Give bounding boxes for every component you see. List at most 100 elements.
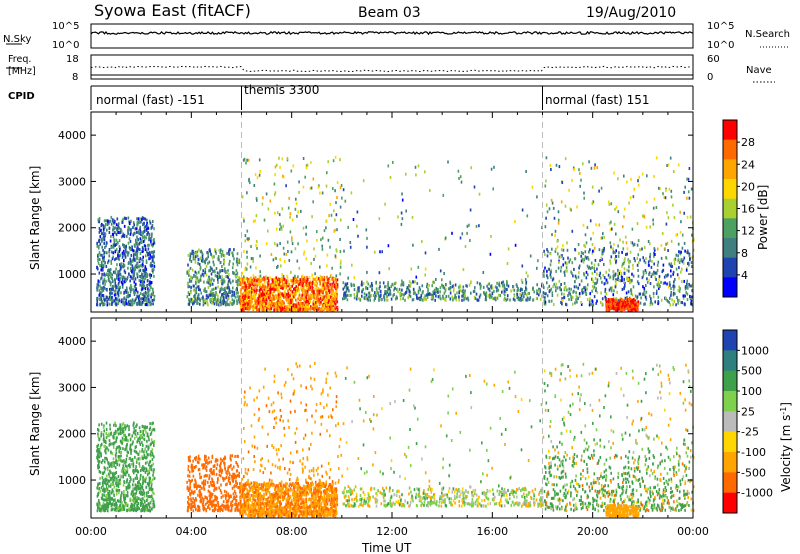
scatter-cell-4088 bbox=[578, 292, 581, 295]
scatter-cell-3644 bbox=[623, 260, 626, 264]
scatter-cell-2331 bbox=[244, 297, 246, 300]
scatter-cell-887 bbox=[105, 279, 107, 283]
scatter-cell-2849 bbox=[246, 255, 248, 259]
scatter-cell-2365 bbox=[250, 290, 253, 294]
scatter-cell-841 bbox=[142, 269, 145, 272]
scatter-cell-3040 bbox=[474, 296, 477, 300]
scatter-cell-184 bbox=[142, 437, 145, 441]
scatter-cell-2567 bbox=[332, 302, 334, 306]
scatter-cell-675 bbox=[131, 277, 134, 280]
scatter-cell-701 bbox=[127, 241, 130, 245]
scatter-cell-247 bbox=[139, 430, 142, 433]
scatter-cell-3999 bbox=[658, 283, 660, 287]
scatter-cell-2821 bbox=[334, 254, 337, 258]
scatter-cell-641 bbox=[132, 225, 135, 229]
scatter-cell-991 bbox=[224, 275, 227, 279]
scatter-cell-3086 bbox=[394, 297, 397, 301]
scatter-cell-4368 bbox=[673, 216, 676, 220]
scatter-cell-327 bbox=[141, 482, 144, 486]
scatter-cell-261 bbox=[124, 461, 126, 465]
power-panel-frame bbox=[90, 111, 694, 313]
scatter-cell-1692 bbox=[323, 295, 325, 299]
scatter-cell-844 bbox=[142, 231, 145, 235]
scatter-cell-3780 bbox=[580, 251, 583, 254]
scatter-cell-4375 bbox=[679, 210, 681, 214]
scatter-cell-447 bbox=[123, 216, 126, 220]
scatter-cell-1295 bbox=[207, 303, 209, 307]
scatter-cell-4331 bbox=[637, 300, 640, 304]
scatter-cell-621 bbox=[146, 300, 148, 304]
scatter-cell-3300 bbox=[374, 291, 376, 295]
scatter-cell-1158 bbox=[200, 259, 203, 263]
scatter-cell-1004 bbox=[215, 267, 218, 270]
scatter-cell-139 bbox=[97, 261, 100, 265]
scatter-cell-636 bbox=[152, 290, 155, 294]
scatter-cell-605 bbox=[143, 292, 145, 296]
scatter-cell-2818 bbox=[258, 173, 261, 177]
scatter-cell-4015 bbox=[691, 303, 694, 307]
scatter-cell-151 bbox=[104, 456, 106, 460]
scatter-cell-2835 bbox=[286, 274, 288, 278]
scatter-cell-77 bbox=[141, 258, 143, 262]
scatter-cell-2265 bbox=[303, 306, 306, 310]
scatter-cell-167 bbox=[144, 428, 146, 432]
scatter-cell-386 bbox=[97, 256, 99, 260]
scatter-cell-2702 bbox=[274, 211, 276, 215]
scatter-cell-2275 bbox=[313, 300, 315, 304]
scatter-cell-3161 bbox=[458, 298, 460, 302]
scatter-cell-1173 bbox=[225, 291, 227, 294]
scatter-cell-226 bbox=[129, 508, 131, 512]
scatter-cell-2672 bbox=[334, 228, 336, 232]
scatter-cell-4497 bbox=[665, 189, 667, 192]
station-title: Syowa East (fitACF) bbox=[94, 1, 251, 20]
scatter-cell-265 bbox=[138, 294, 141, 298]
scatter-cell-3359 bbox=[491, 286, 494, 290]
scatter-cell-4349 bbox=[612, 299, 614, 303]
scatter-cell-485 bbox=[121, 255, 124, 259]
scatter-cell-912 bbox=[192, 257, 195, 261]
scatter-cell-3173 bbox=[458, 295, 460, 299]
scatter-cell-2140 bbox=[272, 303, 274, 307]
scatter-cell-407 bbox=[149, 251, 151, 255]
scatter-cell-1157 bbox=[219, 287, 222, 291]
scatter-cell-3306 bbox=[408, 290, 411, 294]
scatter-cell-985 bbox=[226, 275, 229, 279]
scatter-cell-3739 bbox=[553, 303, 555, 306]
scatter-cell-1755 bbox=[299, 282, 301, 286]
scatter-cell-4434 bbox=[643, 246, 646, 250]
scatter-cell-1133 bbox=[192, 284, 195, 288]
scatter-cell-2375 bbox=[269, 294, 271, 298]
scatter-cell-4322 bbox=[605, 303, 607, 306]
scatter-cell-2981 bbox=[445, 287, 447, 291]
scatter-cell-3888 bbox=[595, 287, 597, 291]
scatter-cell-2846 bbox=[281, 207, 284, 211]
scatter-cell-3737 bbox=[583, 273, 586, 277]
scatter-cell-4432 bbox=[548, 207, 551, 211]
scatter-cell-2749 bbox=[334, 155, 337, 159]
scatter-cell-4002 bbox=[606, 281, 609, 285]
scatter-cell-2450 bbox=[274, 278, 276, 281]
scatter-cell-3027 bbox=[462, 291, 465, 295]
scatter-cell-128 bbox=[103, 436, 105, 440]
scatter-cell-30 bbox=[142, 249, 144, 253]
scatter-cell-1883 bbox=[324, 301, 327, 305]
scatter-cell-3851 bbox=[666, 274, 668, 278]
scatter-cell-3024 bbox=[495, 298, 497, 302]
scatter-cell-525 bbox=[104, 287, 106, 290]
scatter-cell-4357 bbox=[693, 238, 695, 242]
scatter-cell-1711 bbox=[287, 295, 289, 299]
scatter-cell-3843 bbox=[669, 283, 671, 287]
scatter-cell-2946 bbox=[353, 296, 356, 300]
scatter-cell-3763 bbox=[652, 295, 655, 299]
scatter-cell-2537 bbox=[249, 283, 251, 287]
scatter-cell-2809 bbox=[250, 257, 253, 261]
scatter-cell-1407 bbox=[267, 281, 270, 284]
scatter-cell-4096 bbox=[618, 299, 620, 303]
scatter-cell-118 bbox=[119, 231, 122, 234]
scatter-cell-110 bbox=[114, 421, 116, 425]
scatter-cell-1748 bbox=[295, 289, 298, 293]
scatter-cell-3984 bbox=[546, 281, 548, 285]
scatter-cell-4011 bbox=[681, 301, 683, 305]
scatter-cell-1219 bbox=[237, 259, 240, 263]
scatter-cell-3960 bbox=[562, 257, 565, 261]
